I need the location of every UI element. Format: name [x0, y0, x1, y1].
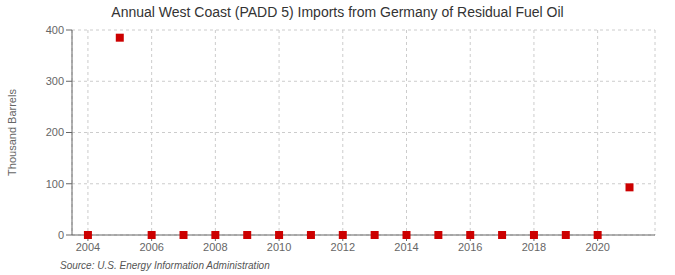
svg-text:300: 300 — [46, 75, 64, 87]
svg-text:2020: 2020 — [585, 241, 609, 253]
svg-text:100: 100 — [46, 178, 64, 190]
svg-text:2014: 2014 — [394, 241, 418, 253]
html-text:Annual West Coast (PADD 5) Imp: Annual West Coast (PADD 5) Imports from … — [111, 4, 564, 20]
svg-text:2008: 2008 — [203, 241, 227, 253]
svg-text:2018: 2018 — [522, 241, 546, 253]
svg-text:400: 400 — [46, 24, 64, 36]
svg-text:2016: 2016 — [458, 241, 482, 253]
svg-text:0: 0 — [58, 229, 64, 241]
svg-text:2010: 2010 — [267, 241, 291, 253]
svg-text:200: 200 — [46, 126, 64, 138]
svg-text:2006: 2006 — [139, 241, 163, 253]
svg-text:2004: 2004 — [76, 241, 100, 253]
svg-text:2012: 2012 — [331, 241, 355, 253]
html-text:Source: U.S. Energy Informatio: Source: U.S. Energy Information Administ… — [60, 260, 270, 271]
svg-text:Thousand Barrels: Thousand Barrels — [8, 89, 18, 176]
